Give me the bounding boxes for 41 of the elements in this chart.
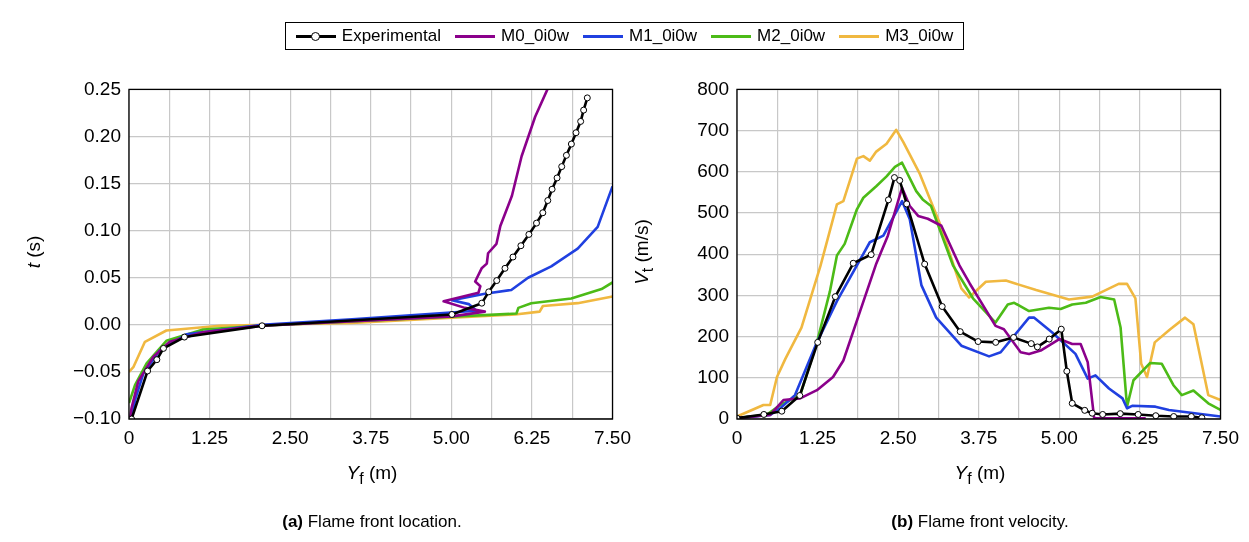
y-tick-label: 0.15 <box>84 171 121 193</box>
y-tick-label: 100 <box>697 366 729 388</box>
y-tick-label: 300 <box>697 283 729 305</box>
x-tick-label: 5.00 <box>432 426 470 448</box>
y-tick-label: 0 <box>718 407 729 429</box>
text: (a) Flame front location. <box>281 512 463 532</box>
x-tick-label: 3.75 <box>352 426 390 448</box>
x-tick-label: 3.75 <box>960 426 998 448</box>
x-tick-label: 0 <box>123 426 135 448</box>
x-axis-title: Y$_{f}$ (m) <box>345 462 399 488</box>
x-tick-label: 7.50 <box>594 426 631 448</box>
x-tick-label: 2.50 <box>271 426 309 448</box>
y-tick-label: −0.10 <box>72 407 121 429</box>
y-tick-label: 800 <box>697 77 729 99</box>
x-tick-label: 0 <box>731 426 743 448</box>
text: (b) Flame front velocity. <box>890 512 1070 532</box>
y-tick-label: 400 <box>697 242 729 264</box>
y-tick-label: 700 <box>697 118 729 140</box>
x-axis-title: Y$_{f}$ (m) <box>953 462 1007 488</box>
legend-label: M1_0i0w <box>629 26 698 46</box>
y-tick-label: −0.05 <box>72 360 121 382</box>
legend-label: Experimental <box>341 26 442 46</box>
y-tick-label: 0.25 <box>84 77 121 99</box>
legend-label: M3_0i0w <box>885 26 954 46</box>
y-tick-label: 600 <box>697 160 729 182</box>
legend-label: M2_0i0w <box>757 26 826 46</box>
x-tick-label: 2.50 <box>879 426 917 448</box>
x-tick-label: 1.25 <box>799 426 837 448</box>
x-tick-label: 6.25 <box>1121 426 1159 448</box>
x-tick-label: 6.25 <box>513 426 551 448</box>
y-tick-label: 0.10 <box>84 218 121 240</box>
x-tick-label: 7.50 <box>1202 426 1239 448</box>
y-tick-label: 0.20 <box>84 124 121 146</box>
y-tick-label: 200 <box>697 324 729 346</box>
y-tick-label: 0.00 <box>84 313 121 335</box>
y-tick-label: 0.05 <box>84 265 121 287</box>
x-tick-label: 5.00 <box>1040 426 1078 448</box>
x-tick-label: 1.25 <box>191 426 229 448</box>
y-axis-title: t (s) <box>23 234 45 271</box>
legend-label: M0_0i0w <box>501 26 570 46</box>
y-tick-label: 500 <box>697 201 729 223</box>
